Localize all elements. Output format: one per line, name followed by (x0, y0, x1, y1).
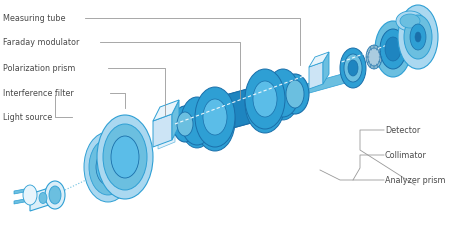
Ellipse shape (177, 112, 193, 136)
Polygon shape (14, 188, 30, 194)
Ellipse shape (380, 29, 406, 69)
Ellipse shape (245, 73, 285, 133)
Ellipse shape (181, 97, 213, 145)
Polygon shape (14, 198, 30, 204)
Polygon shape (185, 76, 295, 141)
Ellipse shape (23, 185, 37, 205)
Polygon shape (185, 84, 295, 141)
Ellipse shape (173, 106, 197, 142)
Ellipse shape (366, 45, 382, 69)
Ellipse shape (195, 87, 235, 147)
Ellipse shape (348, 60, 358, 76)
Text: Light source: Light source (3, 113, 52, 122)
Ellipse shape (97, 115, 153, 199)
Ellipse shape (111, 136, 139, 178)
Ellipse shape (103, 124, 147, 190)
Text: Measuring tube: Measuring tube (3, 13, 65, 22)
Polygon shape (309, 62, 323, 89)
Ellipse shape (49, 186, 61, 204)
Ellipse shape (340, 48, 366, 88)
Ellipse shape (96, 149, 120, 185)
Polygon shape (153, 100, 179, 121)
Text: Interference filter: Interference filter (3, 88, 74, 98)
Ellipse shape (281, 74, 309, 114)
Polygon shape (323, 52, 329, 84)
Ellipse shape (286, 80, 304, 108)
Ellipse shape (385, 37, 401, 61)
Text: Analyzer prism: Analyzer prism (385, 176, 446, 185)
Ellipse shape (253, 81, 277, 117)
Ellipse shape (400, 14, 420, 28)
Ellipse shape (245, 69, 285, 129)
Ellipse shape (404, 15, 432, 59)
Ellipse shape (375, 21, 411, 77)
Ellipse shape (39, 192, 47, 203)
Text: Faraday modulator: Faraday modulator (3, 38, 79, 47)
Ellipse shape (410, 24, 426, 50)
Text: Collimator: Collimator (385, 150, 427, 160)
Ellipse shape (84, 132, 132, 202)
Polygon shape (158, 116, 175, 149)
Ellipse shape (181, 100, 213, 148)
Ellipse shape (368, 48, 380, 66)
Ellipse shape (415, 32, 421, 42)
Ellipse shape (396, 11, 424, 31)
Polygon shape (295, 69, 360, 97)
Ellipse shape (267, 69, 299, 117)
Polygon shape (185, 76, 295, 114)
Text: Detector: Detector (385, 125, 420, 134)
Polygon shape (309, 52, 329, 67)
Polygon shape (153, 114, 172, 147)
Polygon shape (172, 100, 179, 140)
Ellipse shape (89, 139, 127, 195)
Ellipse shape (267, 72, 299, 120)
Ellipse shape (398, 5, 438, 69)
Ellipse shape (203, 99, 227, 135)
Ellipse shape (195, 91, 235, 151)
Text: Polarization prism: Polarization prism (3, 63, 75, 72)
Polygon shape (30, 186, 55, 211)
Ellipse shape (45, 181, 65, 209)
Ellipse shape (344, 54, 362, 82)
